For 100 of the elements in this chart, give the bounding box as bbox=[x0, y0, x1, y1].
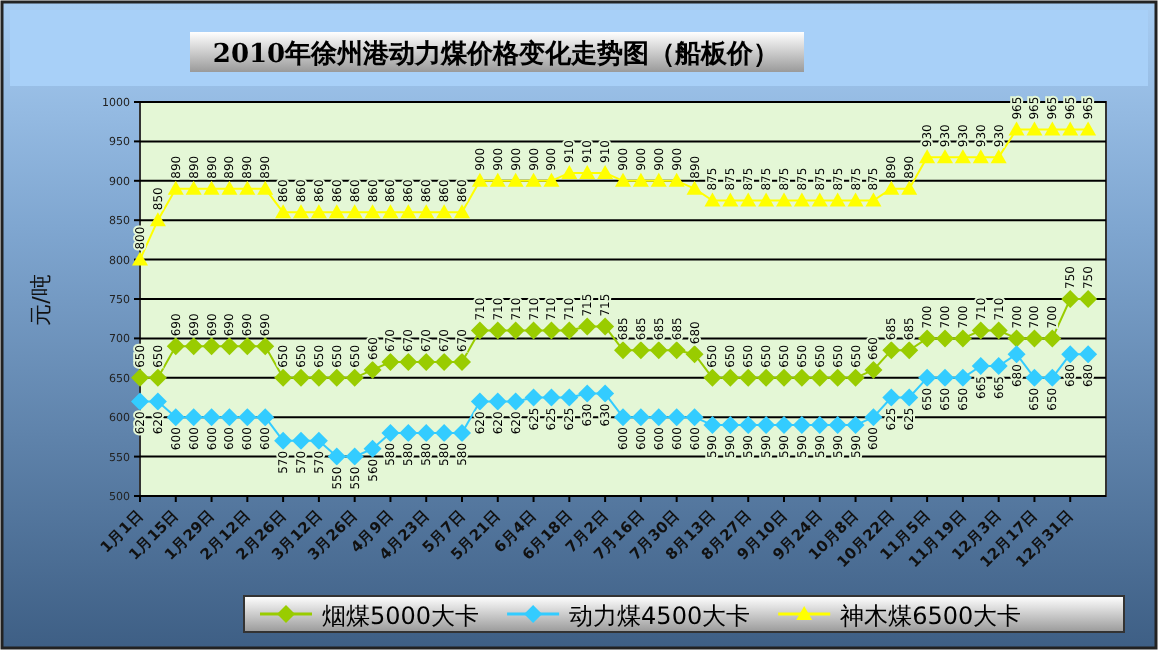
point bbox=[1007, 329, 1026, 348]
point bbox=[148, 392, 167, 411]
point bbox=[309, 368, 328, 387]
legend-label: 烟煤5000大卡 bbox=[322, 602, 480, 630]
point bbox=[346, 204, 363, 219]
point bbox=[775, 416, 793, 435]
point bbox=[650, 172, 667, 187]
point bbox=[506, 392, 525, 411]
point bbox=[1079, 345, 1098, 364]
point bbox=[721, 368, 740, 387]
point bbox=[703, 416, 722, 435]
point bbox=[918, 329, 937, 348]
point bbox=[918, 368, 937, 387]
point bbox=[202, 337, 221, 356]
point bbox=[936, 368, 954, 387]
point bbox=[649, 341, 668, 360]
point bbox=[722, 192, 739, 207]
point bbox=[256, 408, 275, 427]
point bbox=[345, 447, 364, 466]
point bbox=[864, 408, 883, 427]
point bbox=[847, 192, 864, 207]
point bbox=[972, 149, 989, 164]
point bbox=[488, 321, 507, 340]
point bbox=[184, 337, 203, 356]
legend-label: 神木煤6500大卡 bbox=[840, 602, 1022, 630]
point bbox=[257, 180, 274, 195]
point bbox=[667, 341, 686, 360]
point bbox=[560, 321, 579, 340]
point bbox=[810, 416, 829, 435]
point bbox=[1061, 290, 1080, 308]
point bbox=[471, 172, 488, 187]
point bbox=[739, 416, 758, 435]
point bbox=[327, 447, 346, 466]
point bbox=[614, 408, 632, 427]
point bbox=[149, 212, 166, 227]
point bbox=[542, 388, 561, 407]
point bbox=[1043, 368, 1062, 387]
point bbox=[740, 192, 757, 207]
point bbox=[417, 423, 436, 442]
point bbox=[274, 368, 293, 387]
point bbox=[293, 204, 309, 219]
point bbox=[882, 388, 901, 407]
point bbox=[1080, 121, 1097, 136]
point bbox=[703, 368, 722, 387]
y-axis-title: 元/吨 bbox=[28, 274, 54, 326]
point bbox=[667, 408, 686, 427]
point bbox=[525, 172, 542, 187]
point bbox=[363, 439, 382, 458]
point bbox=[470, 392, 489, 411]
point bbox=[256, 337, 275, 356]
point bbox=[989, 321, 1008, 340]
point bbox=[901, 180, 918, 195]
point bbox=[202, 408, 221, 427]
point bbox=[275, 204, 292, 219]
point bbox=[810, 368, 829, 387]
point bbox=[953, 329, 972, 348]
point bbox=[649, 408, 668, 427]
point bbox=[578, 384, 597, 403]
point bbox=[792, 416, 811, 435]
point bbox=[345, 368, 364, 387]
point bbox=[685, 408, 704, 427]
point bbox=[1044, 121, 1061, 136]
point bbox=[1043, 329, 1062, 348]
point bbox=[685, 345, 704, 364]
point bbox=[131, 392, 149, 411]
point bbox=[811, 192, 828, 207]
point bbox=[1025, 368, 1044, 387]
point bbox=[399, 353, 418, 372]
point bbox=[775, 368, 793, 387]
point bbox=[454, 204, 470, 219]
point bbox=[631, 341, 650, 360]
point bbox=[292, 431, 310, 450]
point bbox=[381, 353, 400, 372]
point bbox=[846, 416, 865, 435]
point bbox=[668, 172, 685, 187]
point bbox=[506, 321, 525, 340]
point bbox=[221, 180, 238, 195]
point bbox=[792, 368, 811, 387]
point bbox=[435, 423, 454, 442]
point bbox=[989, 356, 1008, 375]
point bbox=[632, 172, 649, 187]
point bbox=[828, 416, 847, 435]
point bbox=[238, 408, 257, 427]
point bbox=[631, 408, 650, 427]
point bbox=[542, 321, 561, 340]
point bbox=[757, 368, 776, 387]
point bbox=[417, 353, 436, 372]
point bbox=[561, 164, 578, 179]
point bbox=[166, 408, 185, 427]
point bbox=[1025, 329, 1044, 348]
point bbox=[864, 360, 883, 379]
point bbox=[309, 431, 328, 450]
point bbox=[435, 353, 454, 372]
point bbox=[596, 317, 615, 336]
point bbox=[364, 204, 381, 219]
point bbox=[524, 388, 543, 407]
point bbox=[453, 353, 471, 372]
point bbox=[1007, 345, 1026, 364]
point bbox=[1008, 121, 1025, 136]
point bbox=[453, 423, 471, 442]
